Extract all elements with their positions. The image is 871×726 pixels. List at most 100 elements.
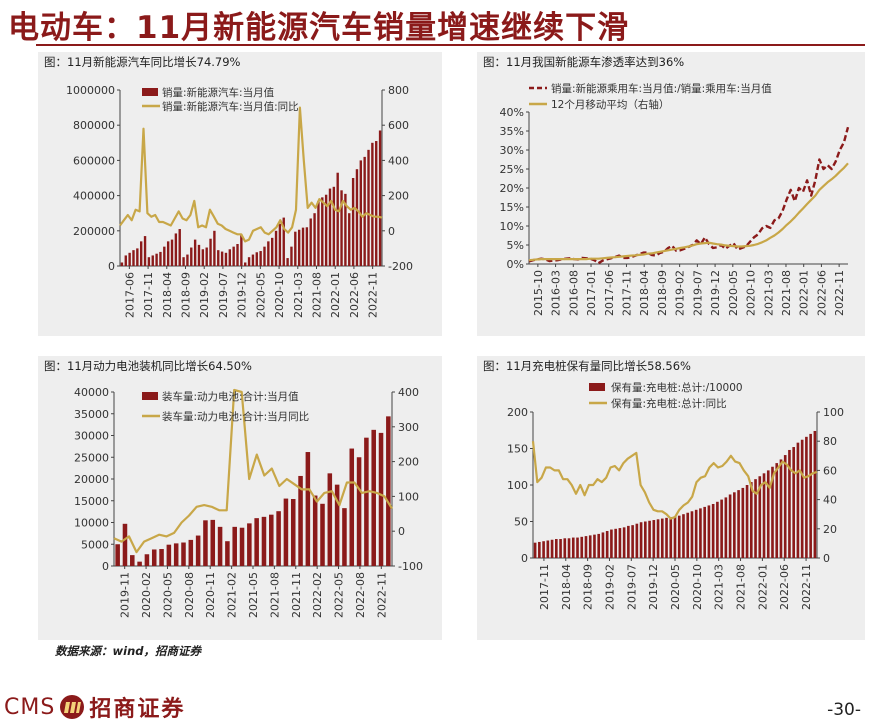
bar — [321, 197, 324, 266]
bar — [181, 542, 186, 566]
bar — [144, 554, 150, 566]
bar — [290, 499, 296, 566]
x-tick-label: 2019-02 — [674, 270, 687, 316]
bar — [792, 447, 796, 558]
bar — [567, 538, 571, 558]
x-tick-label: 2021-08 — [311, 272, 324, 318]
y-tick-label: 10% — [500, 220, 524, 233]
bar — [349, 448, 355, 566]
y2-tick-label: 800 — [388, 84, 409, 97]
y2-tick-label: 300 — [398, 421, 419, 434]
bar — [677, 515, 681, 558]
x-tick-label: 2022-11 — [367, 272, 380, 318]
bar — [639, 522, 643, 558]
bar — [813, 430, 817, 558]
bar — [342, 508, 347, 566]
bar — [809, 433, 812, 558]
y-tick-label: 400000 — [73, 190, 115, 203]
chart-title: 图：11月充电桩保有量同比增长58.56% — [483, 359, 691, 373]
bar — [286, 258, 289, 266]
bar — [351, 178, 355, 266]
y2-tick-label: 0 — [823, 552, 830, 565]
x-tick-label: 2021-08 — [268, 572, 281, 618]
logo-name-text: 招商证券 — [89, 697, 186, 722]
bar — [251, 254, 255, 266]
battery-chart: 0 5000 10000 15000 20000 25000 30000 35000 40000… — [74, 386, 423, 618]
bar — [533, 542, 537, 558]
bar — [278, 223, 282, 266]
x-tick-label: 2020-05 — [161, 572, 174, 618]
x-tick-label: 2022-11 — [375, 572, 388, 618]
x-tick-label: 2019-12 — [236, 272, 249, 318]
bar — [305, 452, 311, 566]
series-bar — [120, 130, 382, 266]
bar — [155, 253, 158, 266]
bar — [328, 188, 332, 266]
bar — [766, 470, 770, 558]
bar — [209, 238, 212, 266]
y-tick-label: 0 — [102, 560, 109, 573]
bar — [593, 534, 596, 558]
x-tick-label: 2020-05 — [669, 564, 682, 610]
x-tick-label: 2018-04 — [560, 564, 573, 610]
logo-cms-text: CMS — [4, 694, 56, 720]
y-tick-label: 200000 — [73, 225, 115, 238]
bar — [305, 227, 309, 266]
bar — [239, 527, 245, 566]
x-tick-label: 2018-04 — [161, 272, 174, 318]
x-tick-label: 2020-10 — [691, 564, 704, 610]
bar — [783, 455, 787, 558]
y2-tick-label: 400 — [398, 386, 419, 399]
bar — [336, 172, 339, 266]
bar — [178, 229, 181, 266]
bar — [580, 536, 584, 558]
x-tick-label: 2017-11 — [538, 564, 551, 610]
legend-label: 12个月移动平均（右轴） — [551, 98, 669, 111]
bar — [193, 239, 197, 266]
bar — [263, 246, 266, 266]
y2-tick-label: 200 — [398, 456, 419, 469]
bar — [563, 538, 567, 558]
bar — [312, 495, 318, 566]
bar — [716, 501, 719, 558]
x-tick-label: 2022-01 — [329, 272, 342, 318]
bar — [195, 535, 201, 566]
chart-title: 图：11月动力电池装机同比增长64.50% — [44, 359, 252, 373]
x-tick-label: 2018-09 — [180, 272, 193, 318]
y-tick-label: 5% — [507, 239, 524, 252]
y2-tick-label: -100 — [398, 560, 423, 573]
x-tick-label: 2021-03 — [762, 270, 775, 316]
y-tick-label: 0 — [108, 260, 115, 273]
bar — [745, 485, 749, 558]
y-tick-label: 200 — [507, 406, 528, 419]
bar — [228, 249, 232, 266]
bar — [356, 457, 362, 566]
source-note: 数据来源：wind，招商证券 — [55, 644, 201, 658]
y-tick-label: 30% — [500, 144, 524, 157]
bar — [749, 482, 753, 558]
x-tick-label: 2019-12 — [647, 564, 660, 610]
bar — [136, 248, 139, 266]
bar — [220, 251, 224, 266]
bar — [130, 555, 135, 566]
legend-swatch-bar — [589, 383, 605, 391]
bar — [232, 526, 237, 566]
bar — [301, 227, 305, 266]
bar — [805, 436, 808, 558]
x-tick-label: 2022-11 — [833, 270, 846, 316]
bar — [317, 200, 320, 266]
bar — [711, 503, 715, 558]
series-line — [528, 162, 849, 262]
chart-panel-penetration: 图：11月我国新能源车渗透率达到36% 0% 5% 10% 15% 20% 25% 30% 3… — [477, 52, 865, 336]
x-tick-label: 2022-01 — [756, 564, 769, 610]
bar — [213, 230, 216, 266]
bar — [724, 497, 728, 558]
bar — [733, 492, 736, 558]
bar — [686, 512, 690, 558]
x-tick-label: 2021-05 — [247, 572, 260, 618]
bar — [775, 463, 779, 558]
y-tick-label: 25000 — [74, 451, 109, 464]
y-tick-label: 35000 — [74, 408, 109, 421]
bar — [363, 156, 366, 266]
bar — [375, 141, 378, 266]
